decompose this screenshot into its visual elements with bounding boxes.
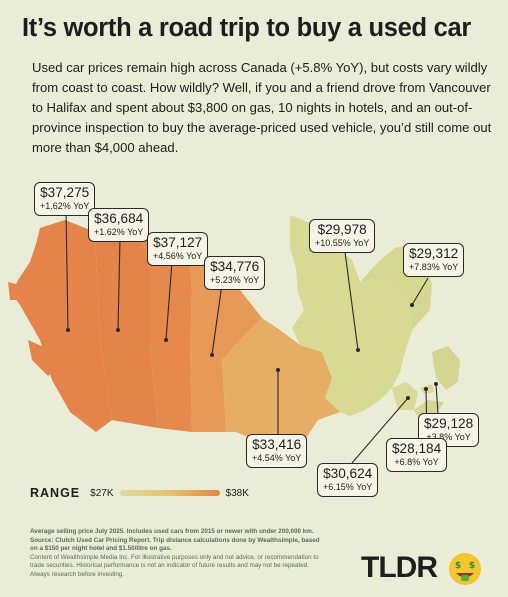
legend-gradient-bar: [119, 490, 220, 496]
map-region-newfoundland: [432, 346, 460, 390]
leader-dot-manitoba: [210, 353, 214, 357]
legend-label: RANGE: [30, 486, 81, 500]
callout-ontario: $33,416 +4.54% YoY: [246, 434, 308, 468]
callout-leader-dots: [66, 303, 438, 400]
leader-new-brunswick: [351, 397, 409, 464]
legend-max: $38K: [225, 487, 249, 499]
callout-yoy: +5.23% YoY: [210, 275, 260, 285]
callout-price: $37,127: [153, 235, 203, 250]
callout-yoy: +10.55% YoY: [315, 238, 370, 248]
callout-saskatchewan: $37,127 +4.56% YoY: [147, 232, 209, 266]
leader-manitoba: [211, 283, 223, 356]
callout-bc: $37,275 +1.62% YoY: [34, 182, 96, 216]
leader-dot-saskatchewan: [164, 338, 168, 342]
map-region-manitoba: [188, 242, 262, 432]
map-region-bc: [12, 220, 112, 432]
callout-price: $28,184: [392, 441, 442, 456]
map-region-alberta: [95, 232, 158, 428]
footnote: Average selling price July 2025. Include…: [30, 528, 320, 580]
svg-text:$: $: [469, 561, 475, 571]
leader-dot-ontario: [276, 368, 280, 372]
callout-price: $29,312: [409, 246, 459, 261]
callout-yoy: +7.83% YoY: [409, 262, 459, 272]
callout-quebec: $29,978 +10.55% YoY: [309, 219, 376, 253]
legend-min: $27K: [90, 487, 114, 499]
callout-newfoundland: $29,312 +7.83% YoY: [403, 243, 465, 277]
map-region-ontario: [222, 318, 340, 454]
footnote-disclaimer: Content of Wealthsimple Media Inc. For i…: [30, 553, 319, 578]
callout-yoy: +6.8% YoY: [394, 457, 439, 467]
callout-yoy: +3.8% YoY: [426, 432, 471, 442]
footnote-source: Average selling price July 2025. Include…: [30, 528, 320, 553]
leader-dot-pei: [424, 387, 428, 391]
callout-leaders: [65, 209, 439, 464]
page-title: It’s worth a road trip to buy a used car: [22, 14, 471, 42]
svg-text:$: $: [455, 561, 461, 571]
callout-yoy: +4.56% YoY: [153, 251, 203, 261]
intro-text: Used car prices remain high across Canad…: [32, 60, 492, 155]
callout-price: $33,416: [252, 437, 302, 452]
leader-dot-bc: [66, 328, 70, 332]
leader-dot-quebec: [356, 348, 360, 352]
leader-bc: [65, 209, 69, 331]
leader-saskatchewan: [165, 261, 173, 341]
callout-price: $34,776: [210, 259, 260, 274]
map-region-saskatchewan: [140, 232, 192, 432]
map-region-quebec: [290, 215, 412, 416]
leader-nova-scotia: [435, 383, 439, 415]
callout-manitoba: $34,776 +5.23% YoY: [204, 256, 266, 290]
map-region-new-brunswick: [392, 382, 418, 410]
callout-price: $29,128: [424, 416, 474, 431]
callout-nova-scotia: $29,128 +3.8% YoY: [418, 413, 480, 447]
callout-new-brunswick: $30,624 +6.15% YoY: [317, 463, 379, 497]
leader-dot-labrador: [410, 303, 414, 307]
map-island-haida-gwaii: [8, 282, 18, 300]
callout-alberta: $36,684 +1.62% YoY: [88, 208, 150, 242]
callout-yoy: +1.62% YoY: [40, 201, 90, 211]
callout-price: $29,978: [317, 222, 367, 237]
leader-dot-nova-scotia: [434, 382, 438, 386]
map-island-vancouver: [28, 340, 56, 376]
leader-alberta: [117, 237, 121, 331]
leader-quebec: [344, 251, 359, 351]
callout-price: $30,624: [323, 466, 373, 481]
callout-pei: $28,184 +6.8% YoY: [386, 438, 448, 472]
leader-labrador: [411, 277, 429, 306]
callout-yoy: +1.62% YoY: [94, 227, 144, 237]
leader-dot-alberta: [116, 328, 120, 332]
money-face-emoji-icon: $ $: [449, 553, 481, 585]
callout-price: $37,275: [40, 185, 90, 200]
color-range-legend: RANGE $27K $38K: [30, 486, 249, 500]
tldr-logo: TLDR: [361, 551, 438, 584]
callout-yoy: +6.15% YoY: [323, 482, 373, 492]
leader-dot-new-brunswick: [406, 396, 410, 400]
callout-price: $36,684: [94, 211, 144, 226]
callout-yoy: +4.54% YoY: [252, 453, 302, 463]
